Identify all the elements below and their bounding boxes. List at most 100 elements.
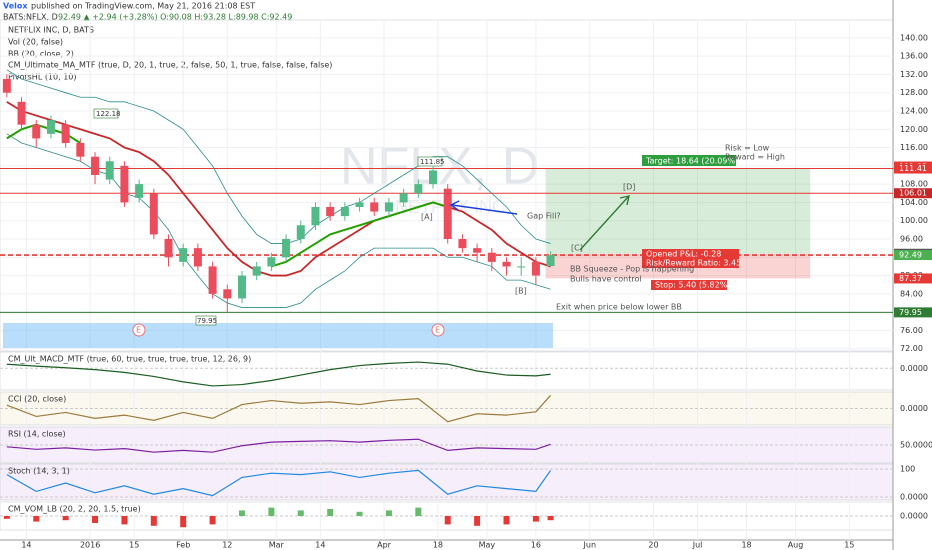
price-tag <box>894 188 932 199</box>
bar <box>415 507 422 516</box>
bar <box>503 516 510 525</box>
bar <box>547 516 554 521</box>
y-tick-label: 50.0000 <box>900 441 932 450</box>
bar <box>121 516 128 525</box>
y-tick-label: 108.00 <box>900 180 928 189</box>
target-box <box>642 155 736 166</box>
note: BB Squeeze - Pop is happening <box>570 265 694 274</box>
candle-body <box>105 161 114 180</box>
note: [D] <box>623 183 635 192</box>
price-tag-label: 106.01 <box>899 189 927 198</box>
y-tick-label: 76.00 <box>900 326 923 335</box>
price-tag <box>894 307 932 318</box>
x-tick-label: 15 <box>129 541 139 550</box>
series-line <box>6 69 551 244</box>
candle-body <box>384 202 393 212</box>
candle-body <box>32 124 41 139</box>
symbol: BATS:NFLX, D <box>3 13 58 22</box>
x-tick-label: 20 <box>648 541 658 550</box>
price-tag-label: 87.37 <box>899 274 922 283</box>
watermark: NFLX, D <box>340 138 539 196</box>
pane-title: RSI (14, close) <box>8 430 66 439</box>
candle-body <box>91 156 100 175</box>
bar <box>532 516 539 522</box>
note: Risk = Low <box>725 144 770 153</box>
bar <box>180 516 187 528</box>
candle-body <box>208 266 217 294</box>
x-tick-label: 12 <box>222 541 232 550</box>
legend-line: Vol (20, false) <box>8 38 63 47</box>
pivot-box <box>195 315 217 326</box>
x-tick-label: Jun <box>583 541 597 550</box>
candle-body <box>252 266 261 276</box>
ratio: Risk/Reward Ratio: 3.45 <box>646 259 741 268</box>
bar <box>150 516 157 526</box>
note: Exit when price below lower BB <box>556 303 682 312</box>
x-tick-label: Apr <box>377 541 392 550</box>
arrow-head <box>449 200 460 211</box>
candle-body <box>282 238 291 258</box>
candle-body <box>193 248 202 267</box>
series-line <box>6 438 551 453</box>
bar <box>356 511 363 516</box>
bar <box>444 516 451 525</box>
pane-title: CCI (20, close) <box>8 395 66 404</box>
legend-line: CM_Ultimate_MA_MTF (true, D, 20, 1, true… <box>8 61 332 70</box>
x-tick-label: 18 <box>741 541 751 550</box>
quote: 92.49 ▲ +2.94 (+3.28%) O:90.08 H:93.28 L… <box>58 13 292 22</box>
candle-body <box>443 188 452 239</box>
bar <box>268 507 275 516</box>
bar <box>327 509 334 516</box>
price-tag <box>894 163 932 174</box>
series-line <box>6 361 551 387</box>
candle-body <box>502 261 511 267</box>
earnings-label: E <box>136 326 141 335</box>
note: [A] <box>421 213 433 222</box>
price-tag-label: 111.41 <box>899 164 927 173</box>
candle-body <box>429 170 438 185</box>
x-tick-label: 15 <box>844 541 854 550</box>
pivot-box <box>417 156 443 167</box>
candle-body <box>531 261 540 276</box>
y-tick-label: 136.00 <box>900 52 928 61</box>
y-tick-label: 128.00 <box>900 88 928 97</box>
bar <box>62 516 69 521</box>
pane <box>0 463 894 501</box>
bar <box>92 516 99 523</box>
y-tick-label: 72.00 <box>900 344 923 353</box>
stop-box <box>651 280 727 290</box>
arrow <box>579 196 629 251</box>
series-line <box>6 394 552 423</box>
y-tick-label: 116.00 <box>900 143 928 152</box>
candle-body <box>135 184 144 198</box>
y-tick-label: 0.0000 <box>900 364 928 373</box>
candle-body <box>120 165 129 203</box>
candle-body <box>267 257 276 267</box>
candle-body <box>237 275 246 299</box>
x-tick-label: Jul <box>692 541 703 550</box>
y-tick-label: 132.00 <box>900 70 928 79</box>
candle-body <box>355 202 364 207</box>
candle-body <box>487 252 496 262</box>
y-tick-label: 124.00 <box>900 106 928 115</box>
x-tick-label: 14 <box>21 541 31 550</box>
legend: NETFLIX INC, D, BATS Vol (20, false) BB … <box>8 26 332 82</box>
x-tick-label: Feb <box>176 541 190 550</box>
series-line <box>6 101 551 277</box>
price-tag-label: 79.95 <box>899 308 922 317</box>
price-tag <box>894 250 932 261</box>
y-tick-label: 100.00 <box>900 216 928 225</box>
y-tick-label: 0.0000 <box>900 493 928 502</box>
bar <box>474 516 481 526</box>
candle-body <box>149 193 158 235</box>
price-tag-label: 92.49 <box>899 251 922 260</box>
candle-body <box>76 142 85 157</box>
x-tick-label: 2016 <box>80 541 100 550</box>
pane-title: CM_VOM_LB (20, 2, 20, 1.5, true) <box>8 505 141 514</box>
y-tick-label: 96.00 <box>900 234 923 243</box>
candle-body <box>414 184 423 194</box>
pivot-label: 111.85 <box>420 158 445 166</box>
bar <box>209 516 216 525</box>
earnings <box>431 323 445 337</box>
